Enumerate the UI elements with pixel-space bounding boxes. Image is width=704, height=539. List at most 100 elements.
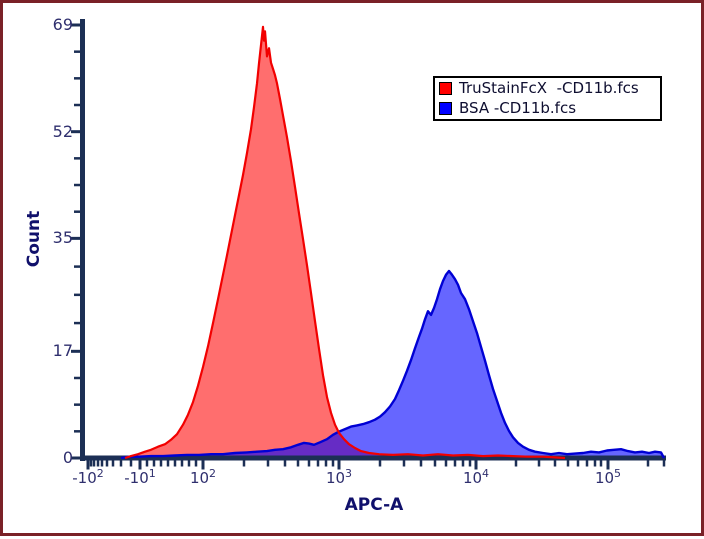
x-minor-tick — [180, 460, 184, 467]
x-minor-tick — [566, 460, 570, 467]
x-tick-label: 104 — [462, 468, 489, 487]
y-minor-tick — [74, 103, 80, 107]
x-tick-label: -102 — [72, 468, 104, 487]
x-minor-tick — [444, 460, 448, 467]
series-area-red — [125, 26, 565, 459]
series-outline-red — [124, 25, 566, 460]
y-major-tick — [71, 130, 80, 134]
legend-entry-trustainfcx[interactable]: TruStainFcX -CD11b.fcs — [439, 79, 656, 98]
legend-entry-bsa[interactable]: BSA -CD11b.fcs — [439, 99, 656, 118]
x-tick-exponent: 4 — [482, 467, 490, 480]
y-minor-tick — [74, 430, 80, 433]
x-tick-base: -10 — [124, 469, 149, 487]
x-tick-base: -10 — [72, 469, 97, 487]
x-major-tick — [201, 460, 205, 470]
x-major-tick — [138, 460, 142, 470]
x-minor-tick — [159, 460, 163, 467]
x-major-tick — [86, 460, 90, 470]
legend-swatch-red — [439, 82, 452, 96]
x-minor-tick — [402, 460, 406, 467]
x-axis-title: APC-A — [344, 495, 404, 515]
x-minor-tick — [187, 460, 191, 467]
legend-label: BSA -CD11b.fcs — [459, 98, 577, 117]
x-tick-base: 10 — [594, 469, 615, 487]
y-axis-title: Count — [24, 210, 44, 268]
series-outline-blue — [120, 269, 666, 460]
y-major-tick — [71, 349, 80, 353]
x-minor-tick — [553, 460, 557, 467]
x-minor-tick — [92, 460, 96, 467]
y-major-tick — [71, 23, 80, 27]
x-minor-tick — [419, 460, 423, 467]
x-minor-tick — [378, 460, 382, 467]
x-tick-exponent: 2 — [96, 467, 104, 480]
x-minor-tick — [433, 460, 437, 467]
x-minor-tick — [331, 460, 335, 467]
y-minor-tick — [74, 183, 80, 187]
x-minor-tick — [119, 460, 123, 467]
x-minor-tick — [96, 460, 100, 467]
y-tick-label: 69 — [52, 15, 73, 34]
x-minor-tick — [307, 460, 311, 467]
x-minor-tick — [89, 460, 93, 467]
x-major-tick — [606, 460, 610, 470]
series-area-blue — [121, 271, 664, 458]
y-minor-tick — [74, 376, 80, 380]
y-tick-label: 52 — [52, 121, 73, 141]
x-tick-label: 102 — [189, 468, 216, 487]
x-minor-tick — [145, 460, 149, 467]
x-minor-tick — [105, 460, 109, 467]
x-tick-base: 10 — [189, 469, 210, 487]
x-tick-label: 105 — [594, 468, 621, 487]
x-tick-base: 10 — [462, 469, 483, 487]
x-minor-tick — [514, 460, 518, 467]
legend-swatch-blue — [439, 101, 452, 115]
y-tick-label: 35 — [52, 228, 73, 248]
y-major-tick — [71, 236, 80, 240]
x-tick-exponent: 2 — [209, 467, 217, 480]
y-minor-tick — [74, 403, 80, 406]
x-minor-tick — [662, 460, 666, 467]
x-minor-tick — [166, 460, 170, 467]
x-tick-exponent: 3 — [345, 467, 353, 480]
x-minor-tick — [593, 460, 597, 467]
x-minor-tick — [194, 460, 198, 467]
x-minor-tick — [316, 460, 320, 467]
legend-label: TruStainFcX -CD11b.fcs — [459, 79, 639, 98]
x-minor-tick — [152, 460, 156, 467]
y-axis-line — [80, 19, 85, 461]
x-minor-tick — [646, 460, 650, 467]
x-minor-tick — [461, 460, 465, 467]
y-minor-tick — [74, 265, 80, 268]
x-tick-exponent: 1 — [148, 467, 156, 480]
x-minor-tick — [453, 460, 457, 467]
y-tick-label: 0 — [62, 448, 73, 467]
y-major-tick — [71, 456, 80, 460]
x-minor-tick — [599, 460, 603, 467]
x-minor-tick — [283, 460, 287, 467]
x-minor-tick — [266, 460, 270, 467]
x-minor-tick — [576, 460, 580, 467]
x-minor-tick — [468, 460, 472, 467]
y-minor-tick — [74, 77, 80, 80]
y-minor-tick — [74, 321, 80, 325]
x-axis-line — [80, 455, 666, 461]
x-minor-tick — [173, 460, 177, 467]
y-minor-tick — [74, 293, 80, 297]
x-tick-label: 103 — [325, 468, 352, 487]
x-minor-tick — [129, 460, 133, 467]
x-minor-tick — [324, 460, 328, 467]
y-minor-tick — [74, 50, 80, 53]
x-tick-base: 10 — [325, 469, 346, 487]
x-major-tick — [337, 460, 341, 470]
x-minor-tick — [585, 460, 589, 467]
x-tick-label: -101 — [124, 468, 156, 487]
x-minor-tick — [242, 460, 246, 467]
y-minor-tick — [74, 210, 80, 213]
x-minor-tick — [100, 460, 104, 467]
histogram-plot — [71, 19, 666, 470]
y-minor-tick — [74, 157, 80, 160]
x-minor-tick — [296, 460, 300, 467]
x-tick-exponent: 5 — [614, 467, 622, 480]
